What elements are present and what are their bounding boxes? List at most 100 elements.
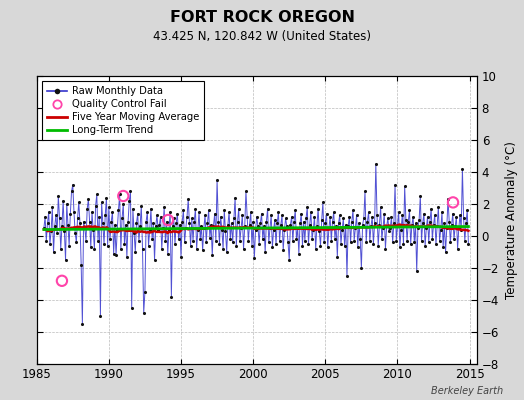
Point: [368, 214, 376, 220]
Point: [375, 222, 384, 228]
Point: [450, 236, 458, 242]
Point: [151, 223, 160, 230]
Point: [230, 215, 238, 222]
Text: 43.425 N, 120.842 W (United States): 43.425 N, 120.842 W (United States): [153, 30, 371, 43]
Point: [334, 220, 343, 226]
Point: [239, 246, 248, 252]
Point: [159, 225, 167, 231]
Point: [203, 220, 212, 226]
Point: [132, 220, 140, 226]
Point: [252, 226, 260, 233]
Point: [47, 228, 56, 234]
Point: [96, 313, 105, 319]
Point: [66, 210, 74, 217]
Point: [255, 241, 264, 247]
Point: [65, 242, 73, 249]
Point: [296, 220, 304, 226]
Point: [284, 239, 292, 246]
Point: [429, 222, 438, 228]
Point: [354, 244, 362, 250]
Point: [111, 222, 119, 228]
Point: [387, 214, 396, 220]
Point: [118, 215, 126, 222]
Point: [449, 210, 457, 217]
Point: [372, 161, 380, 167]
Point: [338, 226, 346, 233]
Point: [433, 223, 441, 230]
Point: [117, 246, 125, 252]
Point: [99, 220, 107, 226]
Point: [362, 239, 370, 246]
Point: [337, 241, 345, 247]
Point: [386, 225, 395, 231]
Point: [156, 214, 165, 220]
Point: [422, 225, 431, 231]
Point: [168, 223, 177, 230]
Point: [182, 225, 190, 231]
Point: [298, 242, 307, 249]
Point: [143, 209, 151, 215]
Point: [366, 238, 374, 244]
Point: [161, 238, 170, 244]
Point: [420, 210, 428, 217]
Point: [123, 254, 131, 260]
Point: [119, 201, 127, 207]
Point: [231, 194, 239, 201]
Point: [453, 246, 462, 252]
Text: FORT ROCK OREGON: FORT ROCK OREGON: [169, 10, 355, 25]
Point: [392, 238, 400, 244]
Point: [163, 250, 172, 257]
Point: [332, 223, 340, 230]
Point: [107, 218, 115, 225]
Point: [236, 238, 244, 244]
Point: [141, 289, 149, 295]
Point: [363, 218, 372, 225]
Point: [407, 241, 415, 247]
Point: [403, 238, 411, 244]
Point: [227, 220, 236, 226]
Point: [383, 223, 391, 230]
Point: [380, 210, 388, 217]
Point: [194, 226, 202, 233]
Point: [188, 215, 196, 222]
Point: [41, 214, 49, 220]
Point: [42, 238, 50, 244]
Point: [309, 226, 318, 233]
Point: [228, 239, 237, 246]
Point: [345, 214, 354, 220]
Point: [129, 206, 137, 212]
Point: [250, 255, 258, 262]
Point: [238, 212, 246, 218]
Point: [266, 225, 274, 231]
Point: [424, 239, 433, 246]
Point: [155, 222, 163, 228]
Point: [224, 222, 232, 228]
Point: [449, 199, 457, 206]
Point: [300, 218, 308, 225]
Point: [223, 249, 231, 255]
Point: [89, 226, 97, 233]
Point: [105, 204, 113, 210]
Point: [323, 244, 332, 250]
Point: [52, 212, 60, 218]
Point: [455, 225, 463, 231]
Point: [172, 220, 180, 226]
Point: [388, 239, 397, 246]
Point: [138, 246, 147, 252]
Point: [112, 252, 120, 258]
Point: [114, 207, 123, 214]
Point: [86, 244, 95, 250]
Point: [378, 236, 386, 242]
Point: [290, 218, 298, 225]
Point: [314, 206, 322, 212]
Point: [414, 225, 422, 231]
Point: [84, 196, 93, 202]
Point: [183, 214, 191, 220]
Point: [136, 223, 144, 230]
Point: [447, 222, 456, 228]
Point: [189, 238, 197, 244]
Point: [196, 236, 204, 242]
Point: [69, 182, 77, 188]
Point: [310, 214, 319, 220]
Point: [399, 241, 408, 247]
